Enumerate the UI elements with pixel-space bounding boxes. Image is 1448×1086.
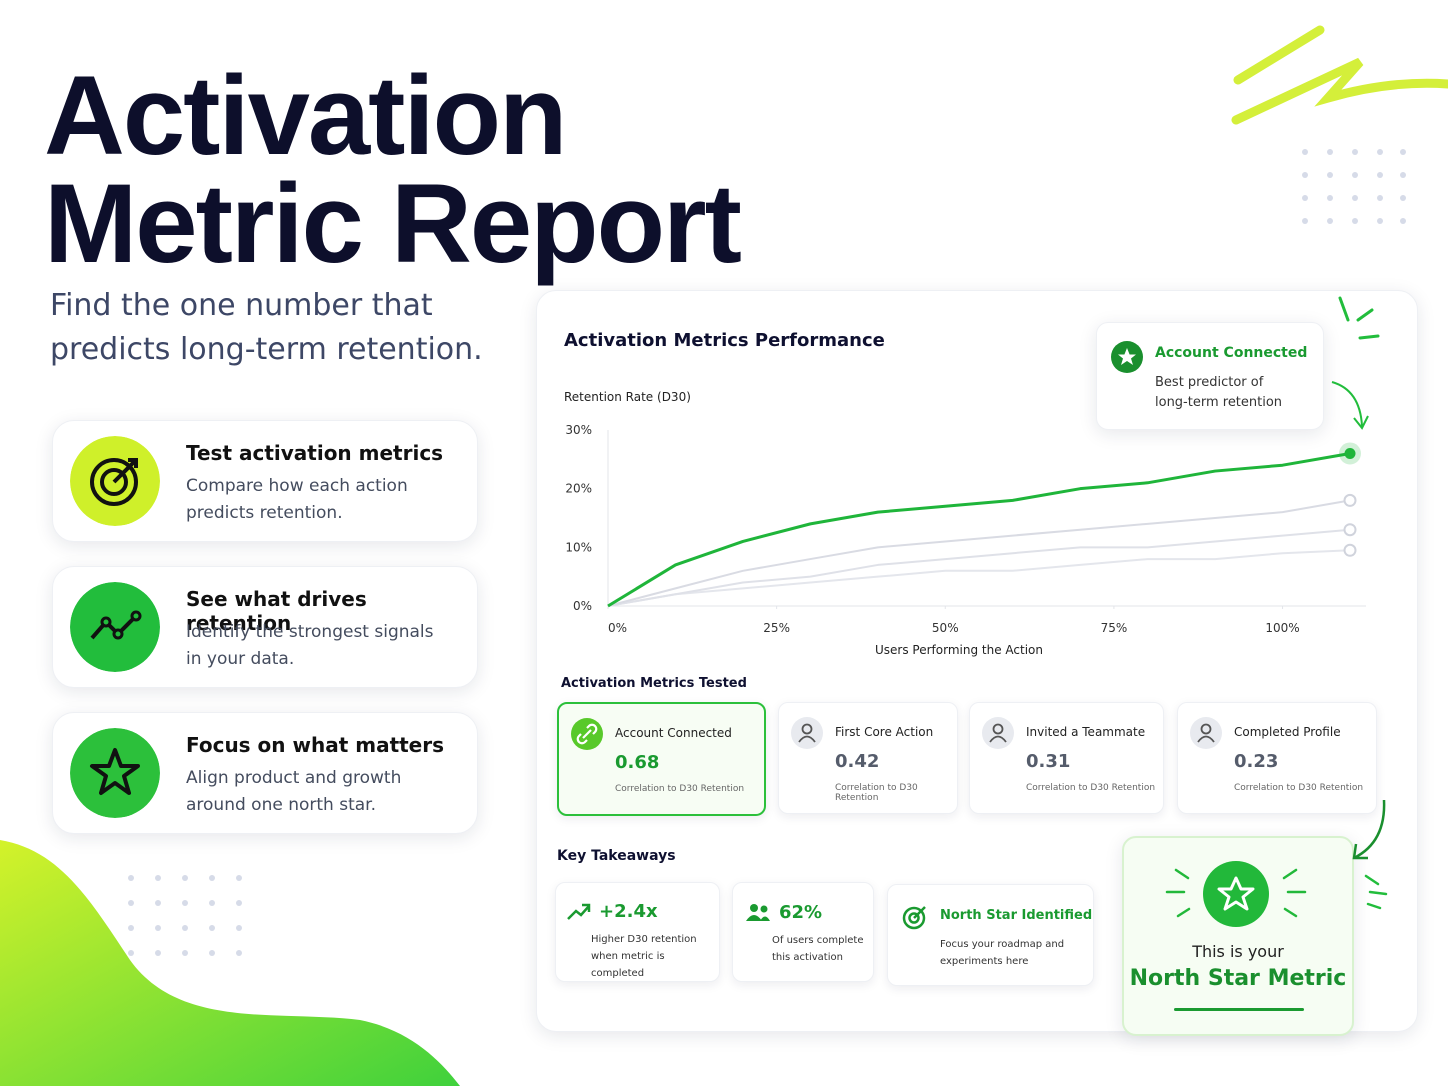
north-star-icon (1165, 861, 1307, 927)
users-icon (746, 904, 770, 921)
metric-icon (1190, 717, 1222, 749)
takeaway-card: North Star Identified Focus your roadmap… (887, 884, 1094, 986)
feature-text: predicts retention. (186, 503, 343, 523)
x-tick-label: 0% (608, 621, 627, 635)
feature-card: See what drives retention Identify the s… (52, 566, 478, 688)
feature-icon (70, 436, 160, 526)
feature-title: Test activation metrics (186, 441, 444, 465)
metric-value: 0.68 (615, 752, 660, 773)
end-point (1343, 523, 1357, 537)
dots (128, 149, 1406, 956)
title: Activation (44, 53, 567, 178)
takeaway-text: Focus your roadmap and (940, 939, 1065, 950)
feature-card: Focus on what matters Align product and … (52, 712, 478, 834)
metric-name: Invited a Teammate (1026, 725, 1146, 739)
feature-title: Focus on what matters (186, 733, 445, 757)
section-title: Activation Metrics Tested (561, 676, 747, 691)
north-star-card: This is your North Star Metric (1122, 836, 1354, 1036)
callout-text: long-term retention (1155, 395, 1283, 410)
callout-arrow (1331, 296, 1380, 430)
feature-icon (70, 728, 160, 818)
metric-value: 0.23 (1234, 751, 1279, 772)
zigzag (1231, 25, 1448, 125)
takeaway-card: 62% Of users complete this activation (732, 882, 874, 982)
underline (1174, 1008, 1304, 1011)
line (607, 549, 1351, 607)
callout-title: Account Connected (1155, 345, 1308, 361)
callout: Account Connected Best predictor of long… (1096, 322, 1324, 430)
metric-icon (791, 717, 823, 749)
title: Metric Report (44, 161, 742, 286)
y-axis-label: Retention Rate (D30) (564, 390, 691, 404)
metric-card: Account Connected 0.68 Correlation to D30 … (557, 702, 766, 816)
y-tick-label: 20% (565, 482, 592, 496)
metric-icon (571, 718, 603, 750)
takeaway-card: +2.4x Higher D30 retention when metric i… (555, 882, 720, 982)
callout-text: Best predictor of (1155, 375, 1264, 390)
metric-name: First Core Action (835, 725, 934, 739)
target-icon (902, 906, 926, 930)
north-star-text: This is your (1192, 942, 1284, 961)
metric-card: Completed Profile 0.23 Correlation to D30 … (1177, 702, 1377, 814)
x-tick-label: 100% (1265, 621, 1299, 635)
end-point (1343, 493, 1357, 507)
metric-caption: Correlation to D30 Retention (615, 784, 745, 794)
x-tick-label: 25% (763, 621, 790, 635)
takeaway-text: Of users complete (772, 935, 864, 946)
feature-text: Compare how each action (186, 476, 408, 496)
feature-text: in your data. (186, 649, 295, 669)
x-tick-label: 50% (932, 621, 959, 635)
metric-name: Account Connected (615, 726, 732, 740)
metric-icon (982, 717, 1014, 749)
metric-value: 0.42 (835, 751, 880, 772)
section-title: Key Takeaways (557, 848, 676, 864)
feature-title: See what drives retention (186, 587, 367, 635)
metric-caption: Correlation to D30 Retention (1026, 783, 1156, 793)
metric-caption: Correlation to D30 Retention (835, 783, 918, 803)
panel-title: Activation Metrics Performance (564, 330, 885, 351)
feature-text: around one north star. (186, 795, 376, 815)
feature-text: Align product and growth (186, 768, 402, 788)
line (607, 499, 1351, 607)
takeaway-value: 62% (779, 902, 823, 923)
subtitle: Find the one number that (50, 288, 433, 323)
north-star-title: North Star Metric (1129, 966, 1347, 991)
feature-icon (70, 582, 160, 672)
feature-text: Identify the strongest signals (186, 622, 434, 642)
y-tick-label: 30% (565, 423, 592, 437)
line (607, 528, 1351, 607)
metric-name: Completed Profile (1234, 725, 1341, 739)
metric-value: 0.31 (1026, 751, 1071, 772)
takeaway-text: this activation (772, 952, 843, 963)
end-point (1343, 543, 1357, 557)
line (607, 451, 1351, 608)
blob (0, 840, 460, 1086)
takeaway-text: experiments here (940, 956, 1029, 967)
metric-card: Invited a Teammate 0.31 Correlation to D30… (969, 702, 1164, 814)
end-point (1344, 447, 1356, 459)
metric-caption: Correlation to D30 Retention (1234, 783, 1364, 793)
takeaway-text: when metric is completed (591, 951, 665, 979)
subtitle: predicts long-term retention. (50, 332, 483, 367)
trend-icon (567, 903, 591, 920)
north-star-arrow (1352, 799, 1388, 910)
metric-card: First Core Action 0.42 Correlation to D30 … (778, 702, 958, 814)
y-tick-label: 10% (565, 540, 592, 554)
y-tick-label: 0% (573, 599, 592, 613)
takeaway-title: North Star Identified (940, 908, 1093, 923)
x-tick-label: 75% (1101, 621, 1128, 635)
x-axis-label: Users Performing the Action (875, 643, 1043, 657)
takeaway-text: Higher D30 retention (591, 934, 697, 945)
feature-card: Test activation metrics Compare how each… (52, 420, 478, 542)
takeaway-value: +2.4x (599, 901, 658, 922)
callout-icon (1111, 341, 1143, 373)
chart: Retention Rate (D30) Users Performing the… (564, 390, 1366, 657)
